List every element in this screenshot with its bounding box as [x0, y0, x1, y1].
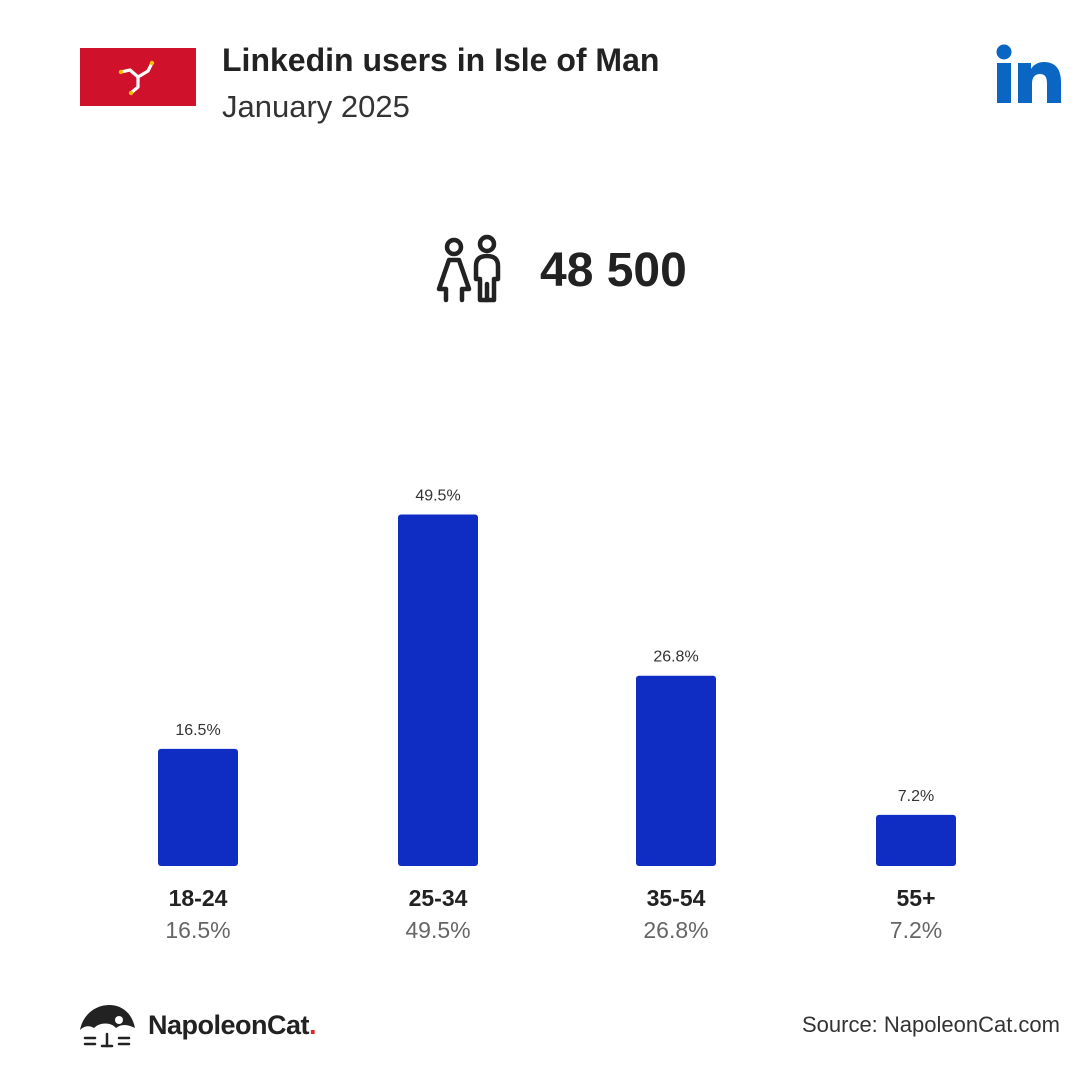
category-label-25-34: 25-34: [409, 885, 468, 911]
category-label-55: 55+: [896, 885, 935, 911]
napoleoncat-cat-icon: [80, 1005, 135, 1048]
total-users-stat: 48 500: [436, 234, 687, 306]
brand-dot: .: [309, 1009, 317, 1040]
data-label-25-34: 49.5%: [415, 488, 460, 505]
linkedin-logo-icon: [996, 44, 1061, 103]
bar-35-54: [636, 675, 716, 866]
category-value-18-24: 16.5%: [165, 917, 230, 943]
total-users-value: 48 500: [540, 243, 687, 297]
data-label-55: 7.2%: [898, 788, 934, 805]
triskelion-icon: [118, 60, 155, 96]
category-value-25-34: 49.5%: [405, 917, 470, 943]
source-credit: Source: NapoleonCat.com: [801, 1012, 1060, 1037]
napoleoncat-logo: NapoleonCat.: [78, 1000, 317, 1050]
brand-name: NapoleonCat.: [148, 1009, 317, 1041]
page-subtitle: January 2025: [222, 89, 410, 124]
page-title: Linkedin users in Isle of Man: [222, 42, 660, 78]
people-icon: [436, 234, 501, 303]
data-label-18-24: 16.5%: [175, 722, 220, 739]
category-value-35-54: 26.8%: [643, 917, 708, 943]
brand-name-text: NapoleonCat: [148, 1009, 310, 1040]
category-label-35-54: 35-54: [647, 885, 706, 911]
category-label-18-24: 18-24: [169, 885, 228, 911]
category-value-55: 7.2%: [890, 917, 942, 943]
bar-18-24: [158, 748, 238, 866]
bar-25-34: [398, 514, 478, 866]
isle-of-man-flag: [80, 48, 196, 106]
data-label-35-54: 26.8%: [653, 649, 698, 666]
bar-55: [876, 814, 956, 866]
age-distribution-bar-chart: 16.5% 18-24 16.5% 49.5% 25-34 49.5% 26.8% 35-54…: [158, 488, 956, 943]
